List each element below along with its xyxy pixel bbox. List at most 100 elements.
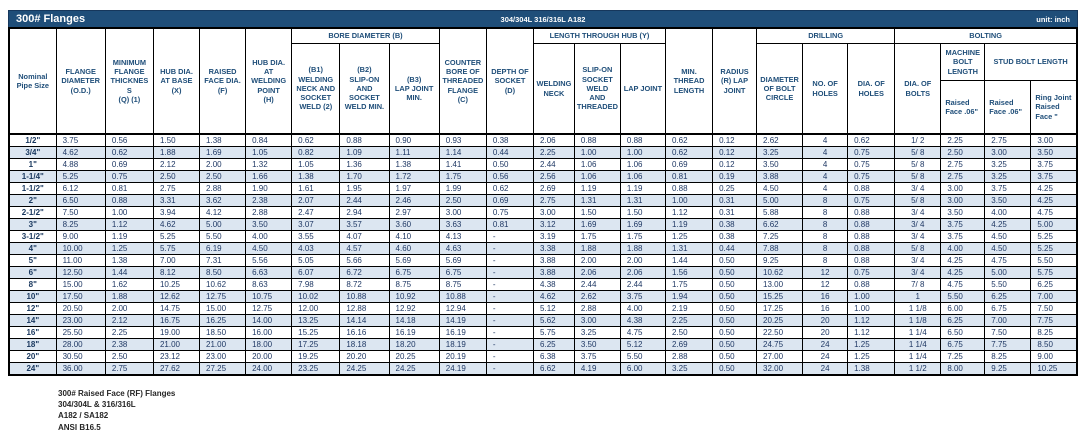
value-cell: 0.62 (291, 133, 341, 147)
table-body: 1/2" 3.75 0.56 1.50 1.38 0.84 0.62 0.88 0.90 0.93… (8, 133, 1078, 376)
value-cell: 2.12 (152, 158, 201, 171)
value-cell: 3.31 (152, 194, 201, 207)
value-cell: 4.25 (1030, 182, 1078, 195)
value-cell: 4.25 (940, 266, 986, 279)
value-cell: 2.88 (664, 350, 714, 363)
value-cell: 4 (802, 158, 849, 171)
value-cell: 1.31 (573, 194, 621, 207)
value-cell: 2.50 (152, 170, 201, 183)
unit-label: unit: inch (1036, 14, 1070, 24)
value-cell: 0.69 (664, 158, 714, 171)
value-cell: 5.12 (533, 302, 575, 315)
value-cell: 4.38 (533, 278, 575, 291)
value-cell: 12.94 (438, 302, 487, 315)
value-cell: 7/ 8 (894, 278, 942, 291)
value-cell: 2.75 (940, 158, 986, 171)
value-cell: - (485, 242, 535, 255)
value-cell: 0.88 (339, 133, 390, 147)
value-cell: 6.00 (619, 362, 666, 376)
value-cell: 20.00 (245, 350, 293, 363)
value-cell: 4.00 (245, 230, 293, 243)
value-cell: 1/ 2 (894, 133, 942, 147)
value-cell: 5.50 (940, 290, 986, 303)
value-cell: 5.75 (533, 326, 575, 339)
value-cell: 4.00 (940, 242, 986, 255)
value-cell: 4.19 (573, 362, 621, 376)
value-cell: 0.81 (104, 182, 154, 195)
value-cell: 12.75 (245, 302, 293, 315)
value-cell: 5.00 (199, 218, 247, 231)
col-header-min-thread-length: MIN. THREAD LENGTH (664, 27, 714, 135)
value-cell: 25.50 (55, 326, 106, 339)
value-cell: 14.75 (152, 302, 201, 315)
value-cell: 16.75 (152, 314, 201, 327)
value-cell: 7.50 (984, 326, 1032, 339)
value-cell: 2.50 (199, 170, 247, 183)
value-cell: 3/ 4 (894, 206, 942, 219)
value-cell: 6.63 (245, 266, 293, 279)
col-header-dia-holes: DIA. OF HOLES (847, 43, 896, 135)
value-cell: 1.75 (573, 230, 621, 243)
value-cell: 15.00 (199, 302, 247, 315)
value-cell: 32.00 (756, 362, 804, 376)
value-cell: 2.75 (104, 362, 154, 376)
value-cell: 6.25 (533, 338, 575, 351)
group-header-bolting: BOLTING (894, 27, 1078, 44)
value-cell: 8.50 (1030, 338, 1078, 351)
value-cell: 3.00 (438, 206, 487, 219)
value-cell: 1.09 (339, 146, 390, 159)
value-cell: 3.75 (1030, 170, 1078, 183)
value-cell: 1 1/4 (894, 338, 942, 351)
value-cell: 13.00 (756, 278, 804, 291)
value-cell: 4.50 (984, 230, 1032, 243)
pipe-size-cell: 4" (8, 242, 57, 255)
value-cell: 6.62 (756, 218, 804, 231)
pipe-size-cell: 20" (8, 350, 57, 363)
value-cell: 17.25 (756, 302, 804, 315)
value-cell: 4.75 (1030, 206, 1078, 219)
value-cell: 0.62 (664, 133, 714, 147)
value-cell: 10.75 (245, 290, 293, 303)
value-cell: 5/ 8 (894, 146, 942, 159)
value-cell: 1.61 (291, 182, 341, 195)
value-cell: 3.50 (1030, 146, 1078, 159)
col-header-lap-joint: LAP JOINT (619, 43, 666, 135)
value-cell: 22.50 (756, 326, 804, 339)
value-cell: 3.75 (573, 350, 621, 363)
value-cell: 7.25 (756, 230, 804, 243)
value-cell: 1.50 (619, 206, 666, 219)
value-cell: 4.07 (339, 230, 390, 243)
value-cell: 6.62 (533, 362, 575, 376)
value-cell: 6.50 (940, 326, 986, 339)
value-cell: 2.88 (573, 302, 621, 315)
value-cell: 1.66 (245, 170, 293, 183)
value-cell: 12.75 (199, 290, 247, 303)
value-cell: 16.00 (245, 326, 293, 339)
value-cell: 16 (802, 302, 849, 315)
value-cell: 2.25 (533, 146, 575, 159)
value-cell: 3.07 (291, 218, 341, 231)
value-cell: 14.19 (438, 314, 487, 327)
value-cell: 1.25 (104, 242, 154, 255)
value-cell: 8 (802, 242, 849, 255)
value-cell: 1.69 (573, 218, 621, 231)
value-cell: 6.38 (533, 350, 575, 363)
table-row: 12" 20.50 2.00 14.75 15.00 12.75 12.00 12.88 12.… (8, 302, 1078, 315)
group-header-length-through-hub: LENGTH THROUGH HUB (Y) (533, 27, 666, 44)
value-cell: 0.50 (712, 302, 758, 315)
value-cell: 0.88 (847, 206, 896, 219)
value-cell: 0.62 (664, 146, 714, 159)
value-cell: 1.38 (199, 133, 247, 147)
value-cell: 4.00 (984, 206, 1032, 219)
value-cell: 3.63 (438, 218, 487, 231)
table-row: 5" 11.00 1.38 7.00 7.31 5.56 5.05 5.66 5.69 5.69-… (8, 254, 1078, 267)
value-cell: 1.06 (573, 170, 621, 183)
pipe-size-cell: 24" (8, 362, 57, 376)
value-cell: - (485, 338, 535, 351)
value-cell: 1.94 (664, 290, 714, 303)
value-cell: - (485, 326, 535, 339)
value-cell: 3.19 (533, 230, 575, 243)
value-cell: 3.25 (756, 146, 804, 159)
value-cell: 2.88 (245, 206, 293, 219)
value-cell: 24 (802, 362, 849, 376)
